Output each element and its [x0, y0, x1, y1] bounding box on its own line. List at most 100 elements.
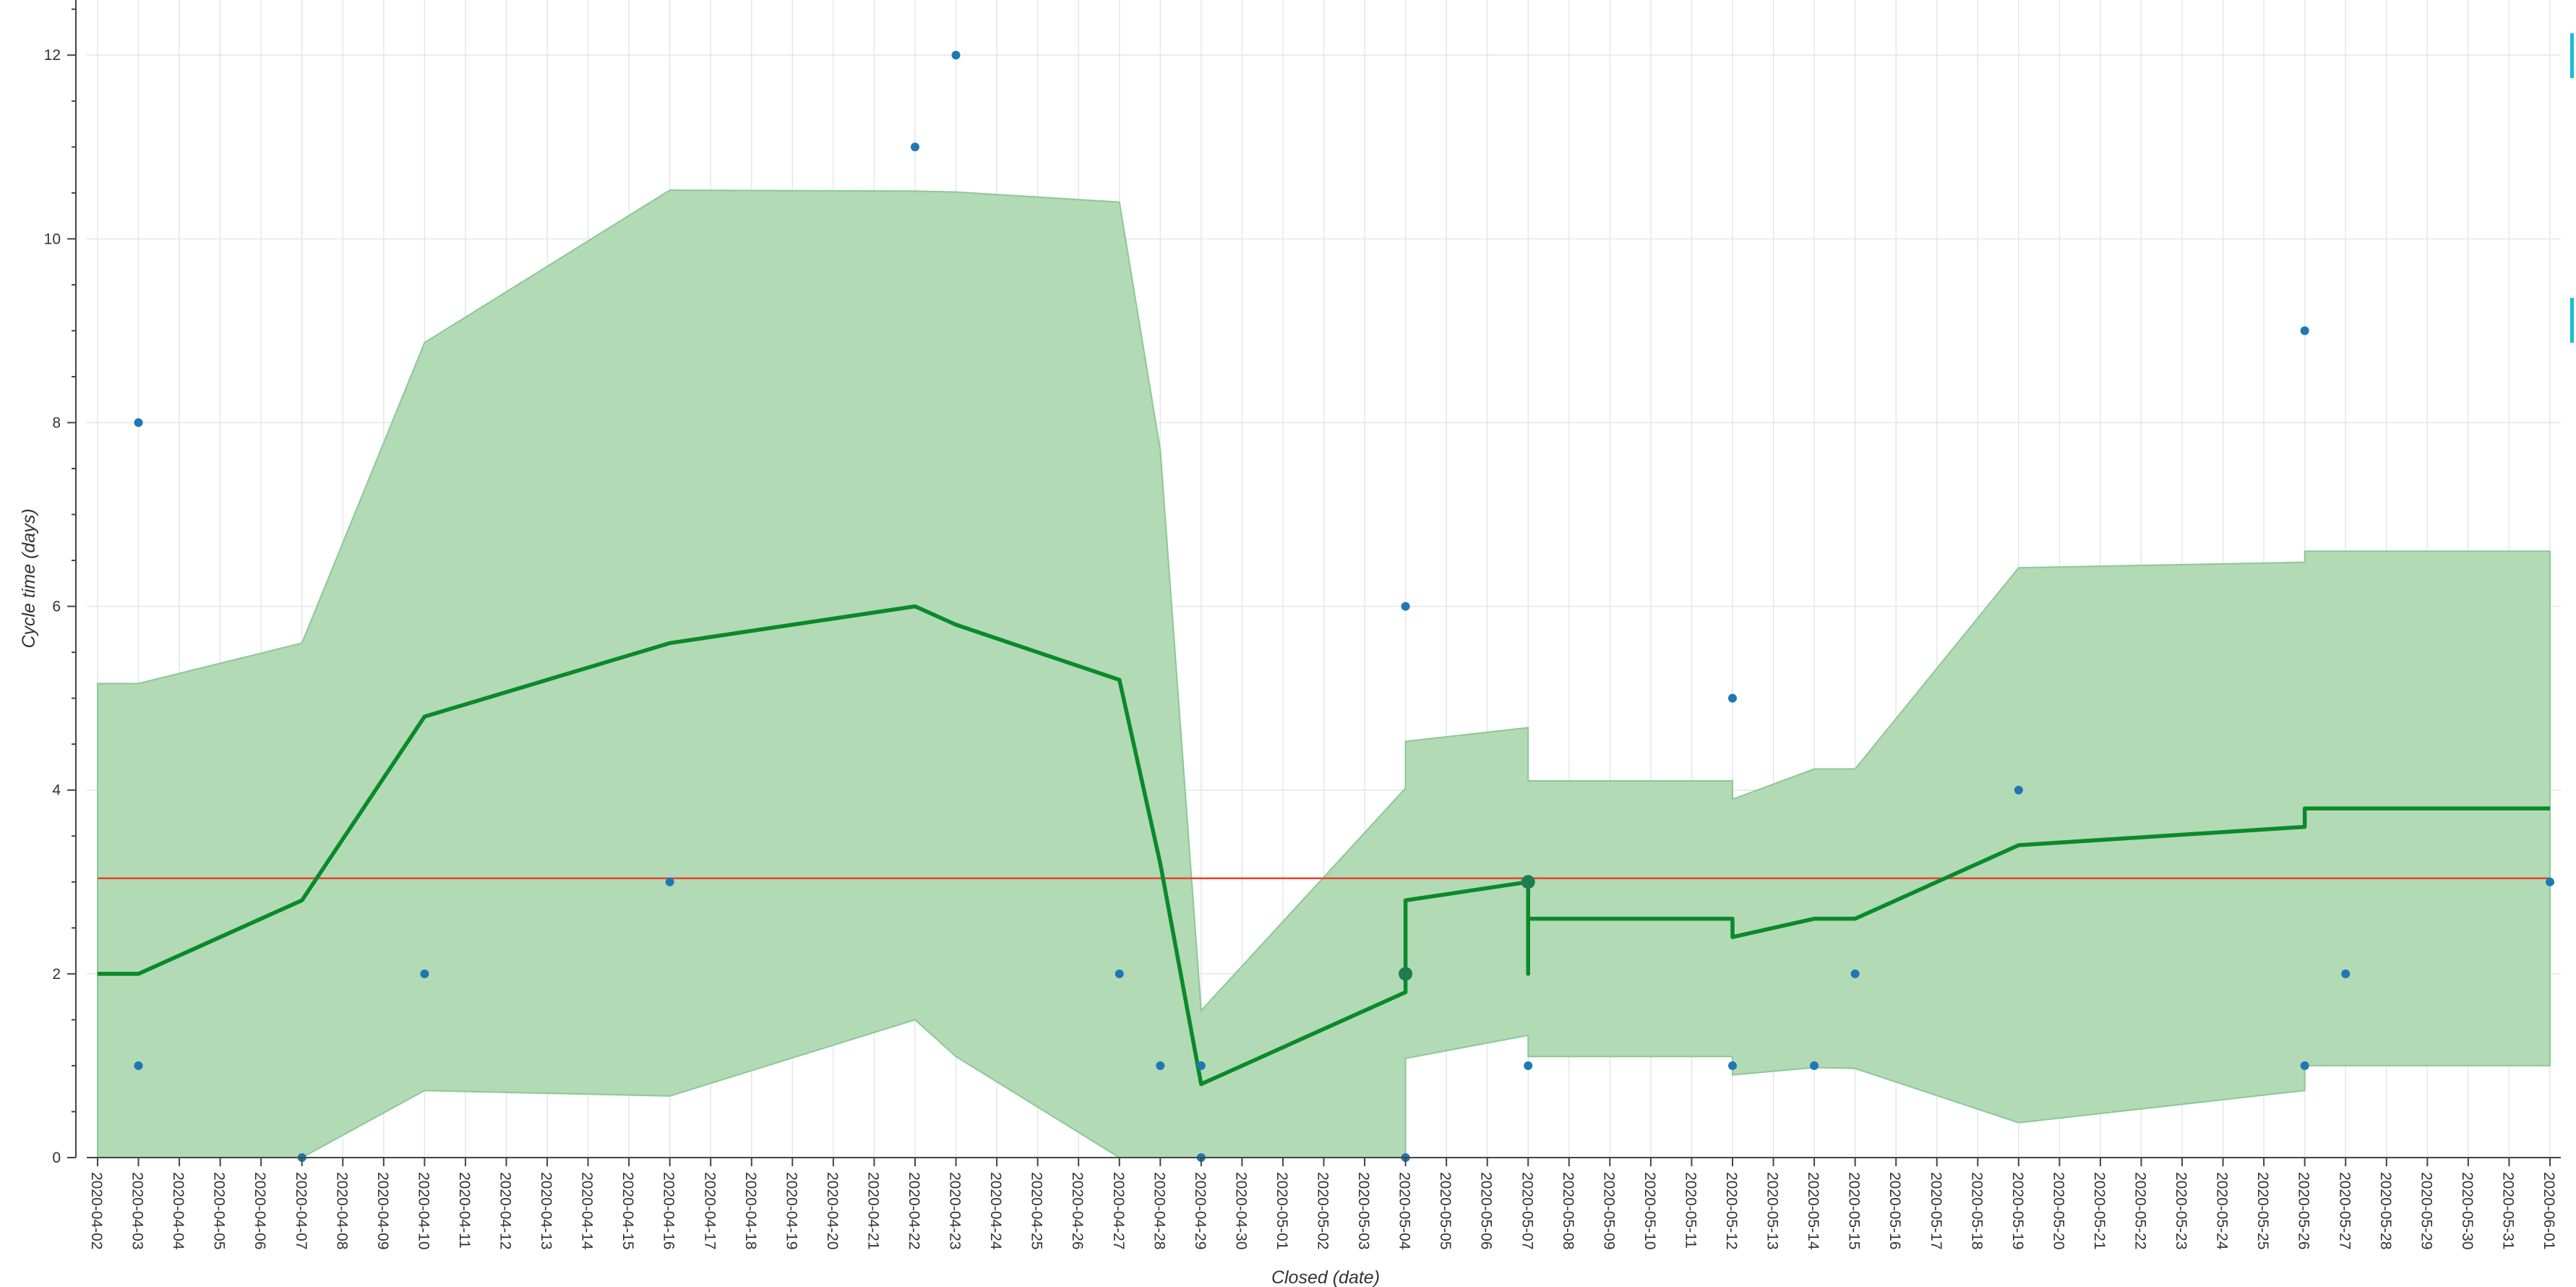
- data-point: [1521, 875, 1535, 889]
- x-tick-label: 2020-05-09: [1600, 1172, 1617, 1249]
- x-tick-label: 2020-05-30: [2459, 1172, 2476, 1249]
- x-tick-label: 2020-05-06: [1478, 1172, 1495, 1249]
- x-tick-label: 2020-05-23: [2173, 1172, 2189, 1249]
- x-tick-label: 2020-04-02: [88, 1172, 105, 1249]
- x-tick-label: 2020-05-13: [1764, 1172, 1781, 1249]
- x-tick-label: 2020-05-24: [2214, 1172, 2231, 1250]
- x-tick-label: 2020-06-01: [2541, 1172, 2557, 1249]
- x-tick-label: 2020-04-06: [252, 1172, 268, 1249]
- x-tick-label: 2020-05-21: [2091, 1172, 2108, 1249]
- data-point: [1728, 693, 1737, 703]
- x-tick-label: 2020-05-15: [1846, 1172, 1863, 1249]
- data-point: [1196, 1061, 1206, 1070]
- x-axis-title: Closed (date): [1271, 1267, 1380, 1287]
- x-tick-label: 2020-05-18: [1968, 1172, 1985, 1249]
- x-tick-label: 2020-04-12: [497, 1172, 514, 1249]
- data-point: [2300, 1061, 2309, 1070]
- data-point: [2300, 326, 2309, 335]
- x-tick-label: 2020-04-28: [1151, 1172, 1167, 1249]
- data-point: [2546, 877, 2554, 886]
- data-point: [134, 418, 143, 427]
- x-tick-label: 2020-05-01: [1274, 1172, 1290, 1249]
- x-tick-label: 2020-04-26: [1069, 1172, 1086, 1249]
- x-tick-label: 2020-05-05: [1437, 1172, 1454, 1249]
- y-axis-title: Cycle time (days): [19, 508, 39, 648]
- data-point: [951, 51, 961, 60]
- x-tick-label: 2020-05-26: [2296, 1172, 2312, 1249]
- y-tick-label: 2: [52, 966, 61, 983]
- confidence-band: [97, 189, 2551, 1158]
- x-tick-label: 2020-04-29: [1192, 1172, 1208, 1249]
- x-tick-label: 2020-05-19: [2009, 1172, 2026, 1249]
- y-tick-label: 12: [44, 47, 61, 64]
- x-tick-label: 2020-04-03: [129, 1172, 146, 1249]
- x-tick-label: 2020-04-19: [783, 1172, 799, 1249]
- x-tick-label: 2020-04-15: [619, 1172, 636, 1249]
- x-tick-label: 2020-04-17: [701, 1172, 718, 1249]
- x-tick-label: 2020-05-11: [1682, 1172, 1699, 1249]
- x-tick-label: 2020-04-24: [987, 1172, 1004, 1250]
- data-point: [1524, 1061, 1533, 1070]
- x-tick-label: 2020-05-17: [1928, 1172, 1944, 1249]
- y-tick-label: 10: [44, 231, 61, 247]
- data-point: [1810, 1061, 1819, 1070]
- data-point: [2341, 969, 2350, 978]
- moving-average: [98, 604, 2550, 1087]
- x-tick-label: 2020-05-02: [1315, 1172, 1331, 1249]
- x-tick-label: 2020-04-14: [579, 1172, 596, 1250]
- x-tick-label: 2020-05-14: [1805, 1172, 1821, 1250]
- y-tick-label: 4: [52, 782, 61, 799]
- x-tick-label: 2020-04-10: [415, 1172, 432, 1249]
- data-point: [1850, 969, 1860, 978]
- x-tick-label: 2020-05-28: [2377, 1172, 2394, 1249]
- data-point: [911, 142, 919, 152]
- x-tick-label: 2020-05-03: [1355, 1172, 1372, 1249]
- accent-marker: [2570, 298, 2574, 343]
- x-tick-label: 2020-05-20: [2050, 1172, 2066, 1249]
- data-points: [134, 51, 2554, 1162]
- axes: 0 2 4 6 8 10 12 2020-04-02 2020-04-03 2020-04-04 2…: [44, 0, 2561, 1250]
- x-tick-label: 2020-04-04: [170, 1172, 186, 1250]
- x-tick-label: 2020-04-27: [1110, 1172, 1127, 1249]
- moving-average-line: [98, 604, 2550, 1087]
- accent-marker: [2570, 33, 2574, 78]
- x-tick-label: 2020-04-08: [333, 1172, 350, 1249]
- y-tick-label: 6: [52, 599, 61, 615]
- x-tick-label: 2020-05-25: [2254, 1172, 2271, 1249]
- x-tick-label: 2020-04-11: [456, 1172, 473, 1249]
- data-point: [420, 969, 429, 978]
- x-tick-label: 2020-05-12: [1723, 1172, 1740, 1249]
- data-point: [665, 877, 674, 886]
- x-tick-label: 2020-04-22: [906, 1172, 922, 1249]
- data-point: [1728, 1061, 1737, 1070]
- x-tick-label: 2020-04-18: [742, 1172, 759, 1249]
- y-tick-label: 0: [52, 1150, 61, 1166]
- x-tick-label: 2020-05-04: [1396, 1172, 1413, 1250]
- x-tick-label: 2020-04-21: [864, 1172, 881, 1249]
- data-point: [1401, 602, 1410, 611]
- data-point: [1156, 1061, 1165, 1070]
- x-tick-label: 2020-04-16: [661, 1172, 677, 1249]
- x-tick-label: 2020-05-10: [1641, 1172, 1658, 1249]
- data-point: [1115, 969, 1124, 978]
- data-point: [1399, 967, 1413, 981]
- x-tick-label: 2020-05-22: [2132, 1172, 2149, 1249]
- y-tick-label: 8: [52, 414, 61, 431]
- x-tick-label: 2020-04-07: [293, 1172, 309, 1249]
- x-tick-label: 2020-04-09: [374, 1172, 391, 1249]
- x-tick-label: 2020-05-16: [1886, 1172, 1903, 1249]
- x-tick-label: 2020-05-27: [2336, 1172, 2353, 1249]
- x-tick-label: 2020-05-07: [1519, 1172, 1535, 1249]
- data-point: [2014, 785, 2023, 795]
- x-tick-label: 2020-04-20: [824, 1172, 841, 1249]
- x-tick-label: 2020-05-31: [2499, 1172, 2516, 1249]
- band-area: [97, 189, 2551, 1158]
- x-tick-label: 2020-04-13: [538, 1172, 554, 1249]
- data-point: [134, 1061, 143, 1070]
- x-tick-label: 2020-04-23: [947, 1172, 963, 1249]
- x-tick-label: 2020-05-29: [2418, 1172, 2434, 1249]
- x-tick-label: 2020-04-25: [1029, 1172, 1045, 1249]
- x-tick-label: 2020-04-05: [211, 1172, 228, 1249]
- accent-markers: [2570, 33, 2574, 343]
